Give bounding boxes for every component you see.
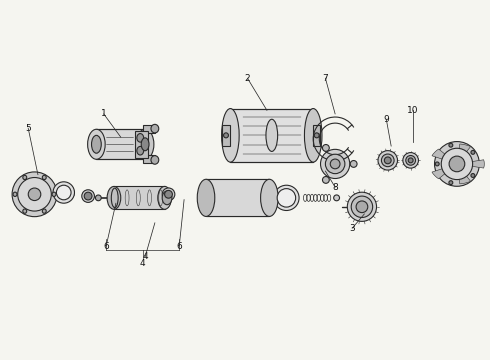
- Ellipse shape: [42, 175, 46, 180]
- Ellipse shape: [435, 141, 479, 186]
- Text: 8: 8: [332, 183, 338, 192]
- Ellipse shape: [84, 192, 92, 200]
- Ellipse shape: [403, 153, 418, 168]
- Text: 5: 5: [25, 124, 31, 133]
- Ellipse shape: [136, 129, 154, 159]
- Ellipse shape: [23, 175, 27, 180]
- Ellipse shape: [56, 185, 71, 200]
- Ellipse shape: [277, 189, 295, 207]
- Ellipse shape: [42, 209, 46, 213]
- Ellipse shape: [408, 158, 413, 163]
- Ellipse shape: [435, 162, 439, 166]
- Ellipse shape: [137, 147, 144, 155]
- Ellipse shape: [18, 177, 51, 211]
- Ellipse shape: [406, 156, 416, 165]
- Text: 7: 7: [322, 74, 328, 83]
- Ellipse shape: [320, 149, 350, 179]
- Wedge shape: [432, 164, 457, 179]
- Ellipse shape: [356, 201, 368, 213]
- Ellipse shape: [325, 154, 345, 174]
- Bar: [135, 131, 147, 158]
- Text: 1: 1: [101, 109, 107, 118]
- Ellipse shape: [141, 138, 149, 151]
- Ellipse shape: [266, 119, 278, 152]
- Ellipse shape: [378, 150, 397, 170]
- Text: 10: 10: [407, 106, 419, 115]
- Ellipse shape: [223, 133, 228, 138]
- Ellipse shape: [449, 181, 453, 185]
- Ellipse shape: [347, 192, 376, 221]
- Ellipse shape: [322, 144, 329, 151]
- Ellipse shape: [471, 150, 475, 154]
- Ellipse shape: [441, 148, 473, 180]
- Ellipse shape: [107, 186, 121, 209]
- Bar: [230, 109, 313, 162]
- Ellipse shape: [23, 209, 27, 213]
- Ellipse shape: [92, 135, 101, 153]
- Ellipse shape: [165, 190, 172, 198]
- Text: 9: 9: [383, 115, 389, 124]
- Bar: [143, 156, 155, 163]
- Text: 6: 6: [103, 242, 109, 251]
- Bar: [313, 125, 320, 146]
- Ellipse shape: [197, 179, 215, 216]
- Ellipse shape: [351, 196, 373, 217]
- Text: 4: 4: [142, 252, 148, 261]
- Text: 2: 2: [245, 74, 250, 83]
- Ellipse shape: [53, 182, 74, 203]
- Ellipse shape: [384, 157, 391, 164]
- Bar: [206, 179, 270, 216]
- Ellipse shape: [334, 195, 340, 201]
- Ellipse shape: [449, 156, 465, 172]
- Ellipse shape: [322, 176, 329, 183]
- Ellipse shape: [158, 186, 172, 209]
- Text: 6: 6: [176, 242, 182, 251]
- Ellipse shape: [28, 188, 41, 201]
- Ellipse shape: [314, 133, 319, 138]
- Wedge shape: [457, 164, 470, 184]
- Bar: [221, 125, 230, 146]
- Ellipse shape: [261, 179, 278, 216]
- Wedge shape: [457, 144, 470, 164]
- Ellipse shape: [471, 174, 475, 177]
- Ellipse shape: [52, 192, 56, 197]
- Ellipse shape: [162, 188, 175, 201]
- Ellipse shape: [13, 192, 17, 197]
- Ellipse shape: [151, 124, 159, 133]
- Text: 3: 3: [349, 224, 355, 233]
- Ellipse shape: [381, 154, 394, 167]
- Bar: [143, 125, 155, 133]
- Wedge shape: [457, 160, 484, 168]
- Ellipse shape: [151, 156, 159, 164]
- Ellipse shape: [111, 188, 118, 208]
- Ellipse shape: [274, 185, 299, 211]
- Wedge shape: [432, 149, 457, 164]
- Ellipse shape: [96, 195, 101, 201]
- Ellipse shape: [330, 159, 340, 169]
- Ellipse shape: [449, 143, 453, 147]
- Ellipse shape: [137, 134, 144, 142]
- Bar: [114, 186, 165, 209]
- Ellipse shape: [304, 109, 322, 162]
- Bar: [97, 129, 145, 159]
- Ellipse shape: [82, 190, 95, 202]
- Ellipse shape: [88, 129, 105, 159]
- Text: 4: 4: [140, 259, 146, 268]
- Ellipse shape: [350, 161, 357, 167]
- Ellipse shape: [221, 109, 239, 162]
- Ellipse shape: [12, 172, 57, 217]
- Ellipse shape: [162, 191, 172, 205]
